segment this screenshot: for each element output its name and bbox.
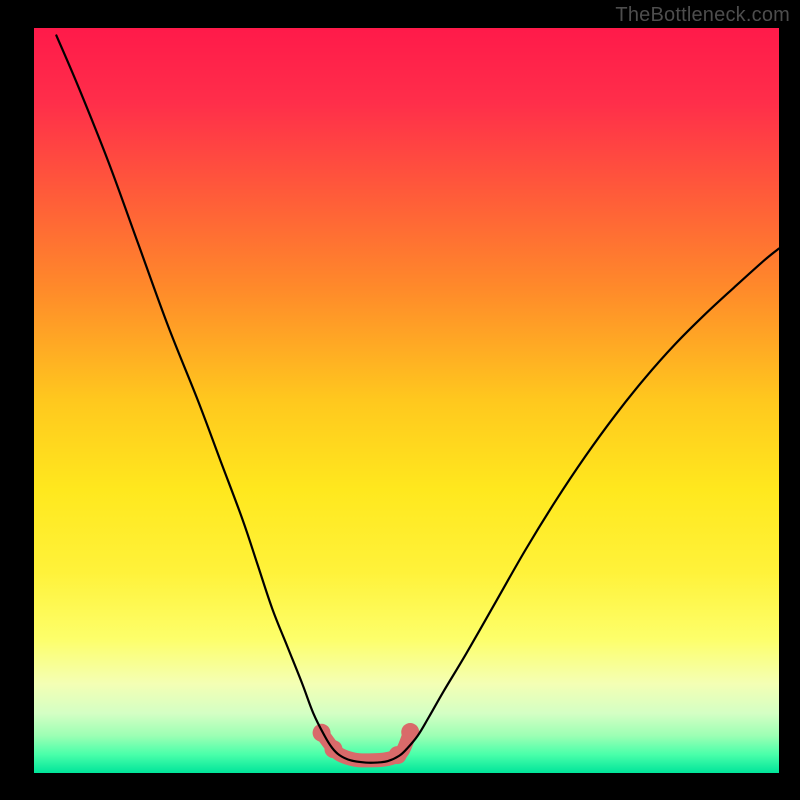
- highlight-dot: [389, 746, 407, 764]
- bottleneck-chart: [34, 28, 779, 773]
- highlight-dot: [313, 724, 331, 742]
- chart-background: [34, 28, 779, 773]
- chart-svg: [34, 28, 779, 773]
- watermark-text: TheBottleneck.com: [615, 4, 790, 27]
